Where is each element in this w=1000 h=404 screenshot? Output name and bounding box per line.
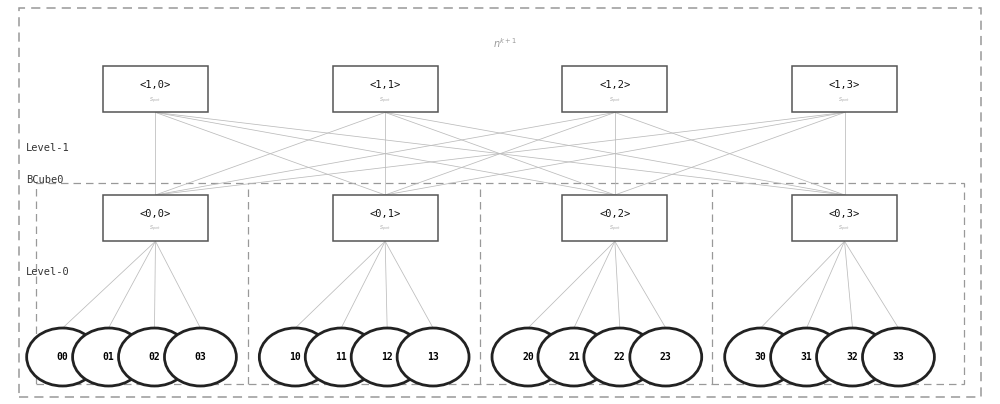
FancyBboxPatch shape [103, 195, 208, 241]
Ellipse shape [862, 328, 934, 386]
Text: <0,3>: <0,3> [829, 209, 860, 219]
Text: <0,1>: <0,1> [370, 209, 401, 219]
Text: $S_{port}$: $S_{port}$ [609, 224, 621, 234]
Text: 03: 03 [195, 352, 206, 362]
Text: $S_{port}$: $S_{port}$ [149, 95, 162, 105]
Text: 01: 01 [103, 352, 114, 362]
Text: $S_{port}$: $S_{port}$ [379, 224, 391, 234]
Text: 10: 10 [289, 352, 301, 362]
Ellipse shape [584, 328, 656, 386]
Text: 13: 13 [427, 352, 439, 362]
Ellipse shape [817, 328, 888, 386]
Ellipse shape [351, 328, 423, 386]
Text: $S_{port}$: $S_{port}$ [838, 95, 851, 105]
Text: 33: 33 [893, 352, 904, 362]
Text: <1,0>: <1,0> [140, 80, 171, 90]
Text: 12: 12 [381, 352, 393, 362]
Text: 23: 23 [660, 352, 672, 362]
FancyBboxPatch shape [333, 195, 438, 241]
Text: Level-1: Level-1 [26, 143, 69, 153]
Ellipse shape [538, 328, 610, 386]
Text: 11: 11 [335, 352, 347, 362]
Ellipse shape [259, 328, 331, 386]
Ellipse shape [725, 328, 797, 386]
Text: $S_{port}$: $S_{port}$ [609, 95, 621, 105]
FancyBboxPatch shape [562, 195, 667, 241]
Text: Level-0: Level-0 [26, 267, 69, 278]
Text: 32: 32 [847, 352, 858, 362]
Ellipse shape [492, 328, 564, 386]
Text: BCube0: BCube0 [26, 175, 63, 185]
Text: <1,3>: <1,3> [829, 80, 860, 90]
Ellipse shape [119, 328, 190, 386]
Text: $S_{port}$: $S_{port}$ [838, 224, 851, 234]
FancyBboxPatch shape [333, 66, 438, 112]
Text: <1,2>: <1,2> [599, 80, 630, 90]
Text: 30: 30 [755, 352, 767, 362]
Text: 21: 21 [568, 352, 580, 362]
Ellipse shape [630, 328, 702, 386]
FancyBboxPatch shape [103, 66, 208, 112]
Ellipse shape [164, 328, 236, 386]
FancyBboxPatch shape [792, 195, 897, 241]
Ellipse shape [397, 328, 469, 386]
Text: <0,2>: <0,2> [599, 209, 630, 219]
Text: <0,0>: <0,0> [140, 209, 171, 219]
Text: 20: 20 [522, 352, 534, 362]
Text: 31: 31 [801, 352, 812, 362]
FancyBboxPatch shape [792, 66, 897, 112]
Text: $S_{port}$: $S_{port}$ [149, 224, 162, 234]
Text: 02: 02 [149, 352, 160, 362]
Ellipse shape [771, 328, 843, 386]
FancyBboxPatch shape [562, 66, 667, 112]
Text: $S_{port}$: $S_{port}$ [379, 95, 391, 105]
Ellipse shape [27, 328, 99, 386]
Text: 00: 00 [57, 352, 68, 362]
Text: 22: 22 [614, 352, 626, 362]
Bar [36, 183, 964, 384]
Text: <1,1>: <1,1> [370, 80, 401, 90]
Ellipse shape [73, 328, 144, 386]
Text: $n^{k+1}$: $n^{k+1}$ [493, 36, 517, 50]
Ellipse shape [305, 328, 377, 386]
